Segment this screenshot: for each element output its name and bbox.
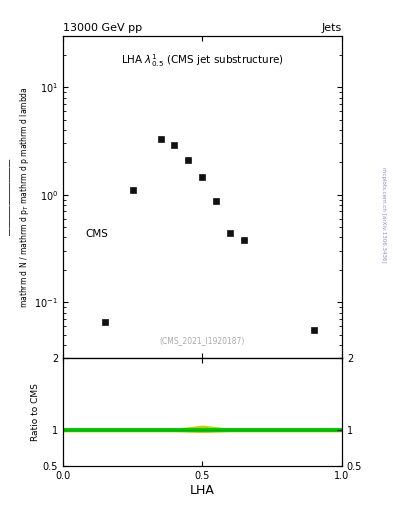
Text: LHA $\lambda^{1}_{0.5}$ (CMS jet substructure): LHA $\lambda^{1}_{0.5}$ (CMS jet substru…: [121, 52, 284, 69]
Text: CMS: CMS: [85, 229, 108, 240]
Text: 13000 GeV pp: 13000 GeV pp: [63, 23, 142, 33]
Text: mcplots.cern.ch [arXiv:1306.3436]: mcplots.cern.ch [arXiv:1306.3436]: [381, 167, 386, 263]
Text: (CMS_2021_I1920187): (CMS_2021_I1920187): [160, 336, 245, 346]
Y-axis label: Ratio to CMS: Ratio to CMS: [31, 383, 40, 441]
Text: Jets: Jets: [321, 23, 342, 33]
Y-axis label: mathrm d$^2$N
――――――――――
mathrm d N / mathrm d p$_T$ mathrm d p mathrm d lambda: mathrm d$^2$N ―――――――――― mathrm d N / ma…: [0, 86, 31, 308]
X-axis label: LHA: LHA: [190, 483, 215, 497]
